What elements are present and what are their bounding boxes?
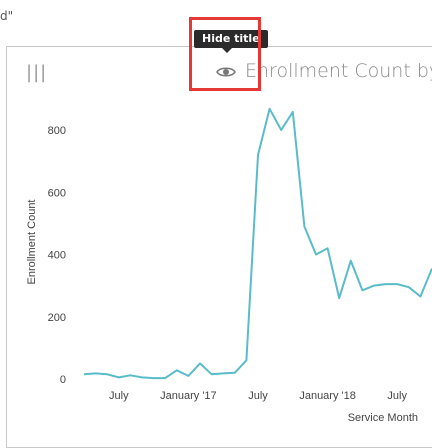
chart-title[interactable]: Enrollment Count by [245, 60, 432, 82]
hide-title-tooltip: Hide title [194, 30, 268, 48]
y-tick-label: 200 [48, 312, 66, 324]
highlight-box [189, 17, 261, 91]
enrollment-line-chart: Enrollment Count Service Month 0 200 400 60… [26, 107, 432, 424]
y-tick-label: 0 [60, 374, 66, 386]
drag-handle-icon[interactable]: ||| [26, 62, 48, 83]
eye-icon[interactable] [216, 65, 236, 79]
y-tick-label: 400 [48, 250, 66, 262]
y-axis-label: Enrollment Count [26, 200, 38, 285]
y-tick-label: 800 [48, 125, 66, 137]
series-line-enrollment-count[interactable] [83, 107, 432, 380]
x-tick-label: July [109, 390, 129, 402]
x-tick-label: January '17 [160, 390, 217, 402]
tooltip-arrow [222, 48, 232, 53]
x-tick-label: July [387, 390, 407, 402]
y-tick-label: 600 [48, 187, 66, 199]
x-tick-label: July [248, 390, 268, 402]
page-heading-fragment: d" [0, 9, 14, 23]
x-tick-label: January '18 [299, 390, 356, 402]
x-axis-label: Service Month [348, 412, 418, 424]
